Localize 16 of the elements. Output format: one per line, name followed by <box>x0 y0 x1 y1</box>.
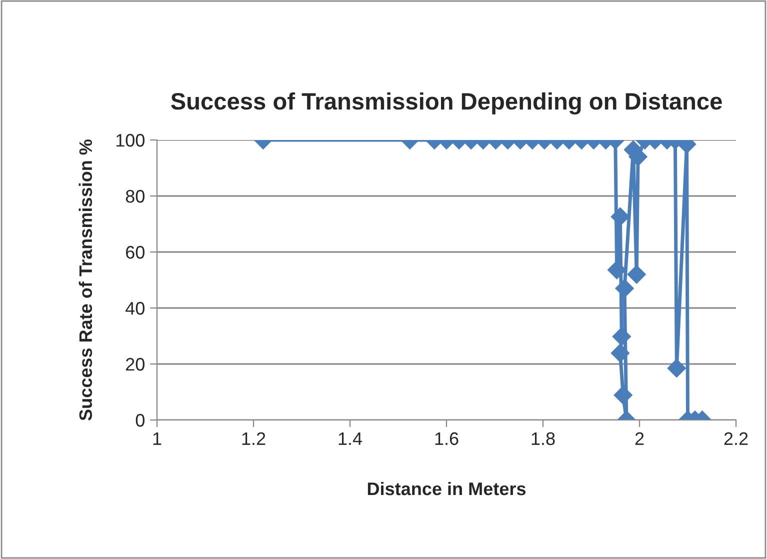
chart-title: Success of Transmission Depending on Distance <box>171 92 722 114</box>
y-tick-label: 100 <box>116 134 144 147</box>
x-tick-label: 1.8 <box>532 432 555 446</box>
y-tick-label: 20 <box>126 358 144 371</box>
x-tick-label: 1.2 <box>242 432 266 445</box>
x-tick-label: 1 <box>153 432 162 445</box>
x-tick-label: 2.2 <box>724 432 748 445</box>
y-tick-label: 0 <box>136 414 144 427</box>
x-tick-label: 1.4 <box>338 432 362 445</box>
y-axis-title: Success Rate of Transmission % <box>78 139 92 420</box>
x-tick-label: 1.6 <box>435 432 458 446</box>
y-tick-label: 40 <box>126 302 144 315</box>
x-axis-title: Distance in Meters <box>368 482 526 496</box>
y-tick-label: 80 <box>126 190 144 203</box>
y-tick-label: 60 <box>126 246 144 259</box>
x-tick-label: 2 <box>635 432 644 445</box>
